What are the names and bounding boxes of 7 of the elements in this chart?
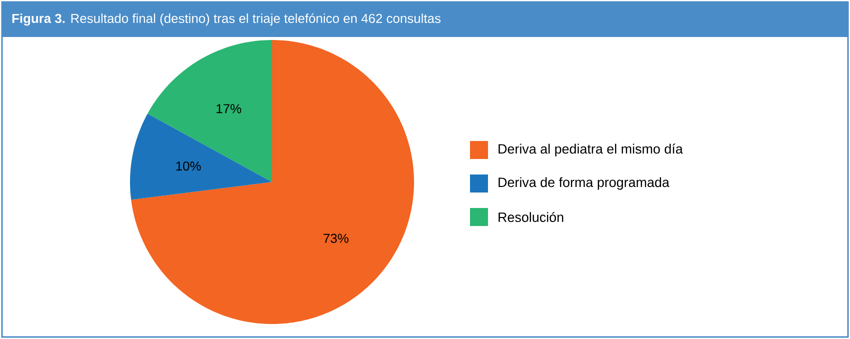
chart-title: Figura 3. Resultado final (destino) tras el triaje telefónico en 462 consultas	[12, 13, 441, 26]
legend-label: Resolución	[498, 212, 564, 222]
legend-label: Deriva de forma programada	[498, 177, 670, 190]
data-label: 73%	[324, 234, 348, 243]
data-label: 17%	[216, 104, 242, 114]
data-label: 10%	[176, 161, 201, 171]
legend-label: Deriva al pediatra el mismo día	[498, 144, 683, 156]
